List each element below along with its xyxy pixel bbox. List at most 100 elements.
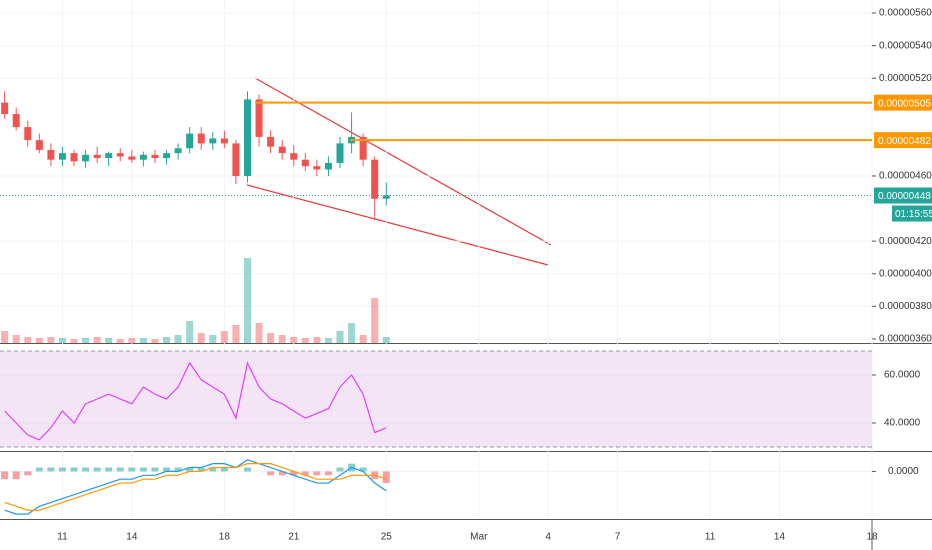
candle-body <box>105 153 113 159</box>
candle-body <box>186 133 194 149</box>
x-tick-label: 7 <box>615 532 621 543</box>
trend-line <box>254 77 552 246</box>
candle-body <box>163 153 171 159</box>
volume-bar <box>139 338 147 343</box>
volume-bar <box>35 338 43 343</box>
macd-histogram-bar <box>70 467 78 472</box>
macd-histogram-bar <box>105 467 113 472</box>
volume-bar <box>24 337 32 343</box>
volume-bar <box>58 338 66 343</box>
candle-body <box>301 159 309 167</box>
volume-bar <box>255 323 263 343</box>
x-tick-label: 18 <box>866 532 878 543</box>
volume-bar <box>301 338 309 343</box>
x-tick-label: 14 <box>774 532 786 543</box>
macd-histogram-bar <box>359 467 367 472</box>
rsi-line <box>4 361 387 441</box>
x-tick-label: 4 <box>545 532 551 543</box>
candle-body <box>359 136 367 160</box>
candle-body <box>24 127 32 141</box>
candle-body <box>47 149 55 160</box>
y-tick-label: 0.00000360 <box>879 334 932 345</box>
candle-body <box>70 153 78 162</box>
x-tick-label: 25 <box>381 532 393 543</box>
macd-histogram-bar <box>35 467 43 472</box>
volume-bar <box>174 335 182 343</box>
volume-bar <box>336 331 344 343</box>
y-tick-label: 0.00000560 <box>879 8 932 19</box>
candle-body <box>290 153 298 160</box>
macd-histogram-bar <box>186 467 194 472</box>
x-tick-label: Mar <box>470 532 488 543</box>
volume-bar <box>163 337 171 343</box>
trend-line <box>246 184 549 266</box>
x-tick-label: 11 <box>705 532 716 543</box>
macd-histogram-bar <box>197 467 205 472</box>
candle-body <box>278 146 286 154</box>
macd-histogram-bar <box>163 467 171 472</box>
candle-body <box>82 154 90 162</box>
y-tick-label: 0.00000400 <box>879 268 932 279</box>
volume-bar <box>186 321 194 343</box>
macd-histogram-bar <box>243 467 251 472</box>
rsi-tick-label: 40.0000 <box>884 418 921 429</box>
volume-bar <box>359 335 367 343</box>
countdown-box <box>892 205 932 222</box>
candle-body <box>93 154 101 159</box>
candle-body <box>174 148 182 154</box>
candle-body <box>139 154 147 160</box>
macd-histogram-bar <box>82 467 90 472</box>
rsi-band <box>0 351 872 447</box>
macd-histogram-bar <box>1 471 9 480</box>
volume-bar <box>93 337 101 343</box>
x-tick-label: 18 <box>219 532 231 543</box>
volume-bar <box>70 339 78 343</box>
candle-body <box>313 166 321 170</box>
macd-histogram-bar <box>313 471 321 476</box>
macd-histogram-bar <box>209 467 217 472</box>
macd-histogram-bar <box>301 471 309 476</box>
macd-histogram-bar <box>278 471 286 476</box>
y-tick-label: 0.00000520 <box>879 73 932 84</box>
price-label: 0.00000505 <box>878 98 931 109</box>
macd-histogram-bar <box>151 467 159 472</box>
candle-body <box>232 143 240 176</box>
volume-bar <box>232 325 240 343</box>
macd-histogram-bar <box>139 467 147 472</box>
candle-body <box>35 140 43 150</box>
macd-line <box>4 459 387 515</box>
candle-body <box>243 99 251 176</box>
x-tick-label: 21 <box>288 532 300 543</box>
macd-histogram-bar <box>128 467 136 472</box>
candle-body <box>128 156 136 160</box>
macd-histogram-bar <box>47 467 55 472</box>
macd-histogram-bar <box>290 471 298 476</box>
macd-histogram-bar <box>324 471 332 476</box>
candle-body <box>197 133 205 144</box>
macd-histogram-bar <box>12 471 20 480</box>
candle-body <box>336 143 344 163</box>
volume-bar <box>151 339 159 343</box>
macd-histogram-bar <box>382 471 390 484</box>
volume-bar <box>197 333 205 343</box>
volume-bar <box>1 331 9 343</box>
price-label: 0.00000482 <box>878 136 931 147</box>
volume-bar <box>324 338 332 343</box>
candle-body <box>58 153 66 160</box>
volume-bar <box>105 338 113 343</box>
price-label-box <box>874 94 932 111</box>
candle-body <box>267 136 275 147</box>
y-tick-label: 0.00000460 <box>879 171 932 182</box>
candle-body <box>151 154 159 159</box>
volume-bar <box>128 338 136 343</box>
volume-bar <box>267 333 275 343</box>
volume-bar <box>371 298 379 343</box>
candle-body <box>1 102 9 115</box>
countdown: 01:15:55 <box>895 209 932 220</box>
rsi-tick-label: 60.0000 <box>884 370 921 381</box>
candle-body <box>255 99 263 137</box>
candle-body <box>382 195 390 199</box>
volume-bar <box>12 335 20 343</box>
candle-body <box>12 114 20 128</box>
